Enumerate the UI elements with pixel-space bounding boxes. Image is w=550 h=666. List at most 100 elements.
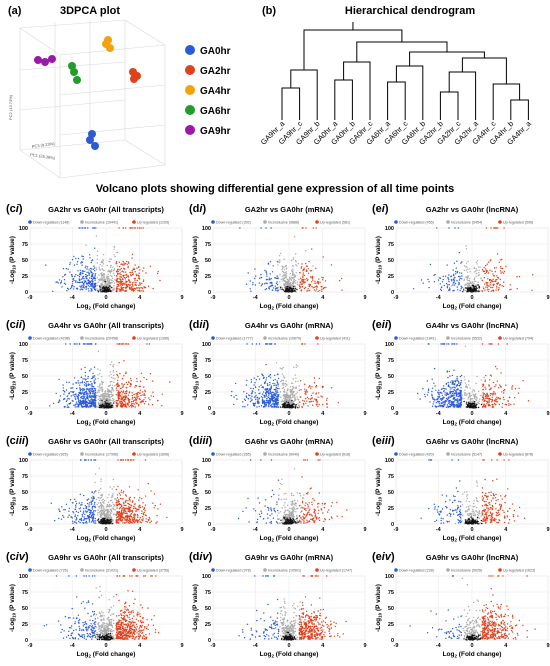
point xyxy=(131,289,133,291)
point xyxy=(269,343,272,345)
point xyxy=(291,405,293,408)
point xyxy=(260,274,262,276)
point xyxy=(476,398,478,400)
point xyxy=(81,380,84,382)
point xyxy=(305,250,307,252)
point xyxy=(99,400,102,402)
point xyxy=(130,286,133,288)
point xyxy=(101,399,103,402)
point xyxy=(490,387,492,390)
point xyxy=(286,390,289,392)
point xyxy=(514,397,516,399)
point xyxy=(481,268,484,271)
point xyxy=(269,261,272,263)
y-tick-label: 0 xyxy=(208,290,211,296)
point xyxy=(301,263,303,265)
point xyxy=(441,392,443,394)
point xyxy=(485,227,488,229)
point xyxy=(281,373,283,375)
point xyxy=(73,255,75,258)
point xyxy=(467,279,469,282)
point xyxy=(445,282,448,285)
y-tick-label: 25 xyxy=(205,274,211,280)
point xyxy=(79,273,81,276)
point xyxy=(136,385,138,387)
point xyxy=(458,284,460,286)
point xyxy=(482,286,484,288)
point xyxy=(311,277,314,279)
point xyxy=(269,381,271,384)
point xyxy=(94,273,97,275)
point xyxy=(90,261,92,264)
point xyxy=(284,391,286,393)
point xyxy=(138,288,141,290)
point xyxy=(313,377,316,379)
point xyxy=(260,227,262,229)
point xyxy=(428,286,430,289)
point xyxy=(478,274,480,276)
panel-label: (a) xyxy=(8,5,22,17)
point xyxy=(236,398,238,400)
point xyxy=(273,384,275,387)
point xyxy=(138,227,141,229)
point xyxy=(120,290,122,292)
point xyxy=(89,343,91,345)
point xyxy=(59,395,62,397)
point xyxy=(472,282,474,284)
text-part: Up-regulated xyxy=(137,453,158,457)
point xyxy=(84,400,87,402)
point xyxy=(467,275,469,277)
point xyxy=(128,391,131,393)
point xyxy=(464,389,466,391)
point xyxy=(289,278,291,280)
point xyxy=(313,289,315,291)
y-tick-label: 25 xyxy=(388,274,394,280)
y-axis-label: -Log10 (P value) xyxy=(9,236,17,284)
point xyxy=(93,227,96,229)
point xyxy=(276,387,279,390)
point xyxy=(426,394,429,396)
point xyxy=(124,393,126,395)
point xyxy=(78,281,80,284)
point xyxy=(113,287,115,289)
point xyxy=(438,277,441,279)
point xyxy=(281,269,283,271)
point xyxy=(440,388,443,390)
point xyxy=(249,288,251,290)
text-part: (9888) xyxy=(289,221,299,225)
point xyxy=(474,407,477,409)
point xyxy=(470,404,472,407)
point xyxy=(96,258,99,260)
point xyxy=(456,398,458,400)
point xyxy=(435,389,437,391)
point xyxy=(312,227,315,229)
point xyxy=(62,268,65,270)
point xyxy=(234,382,237,385)
point xyxy=(268,286,270,288)
point xyxy=(143,399,145,401)
point xyxy=(264,396,266,398)
point xyxy=(461,286,463,288)
point xyxy=(499,278,501,281)
point xyxy=(131,271,134,273)
point xyxy=(152,287,154,290)
point xyxy=(457,289,459,291)
point xyxy=(89,388,91,390)
point xyxy=(63,282,66,284)
point xyxy=(161,393,163,395)
point xyxy=(81,397,83,399)
point xyxy=(284,277,287,279)
point xyxy=(493,399,496,402)
point xyxy=(88,393,90,395)
point xyxy=(93,379,95,381)
point xyxy=(91,389,94,391)
point xyxy=(480,379,483,381)
point xyxy=(76,261,79,263)
point xyxy=(117,379,119,382)
point xyxy=(445,394,448,396)
point xyxy=(81,264,83,266)
point xyxy=(89,395,91,397)
point xyxy=(125,276,128,279)
x-tick-label: -4 xyxy=(436,295,442,301)
legend-marker xyxy=(28,336,32,340)
